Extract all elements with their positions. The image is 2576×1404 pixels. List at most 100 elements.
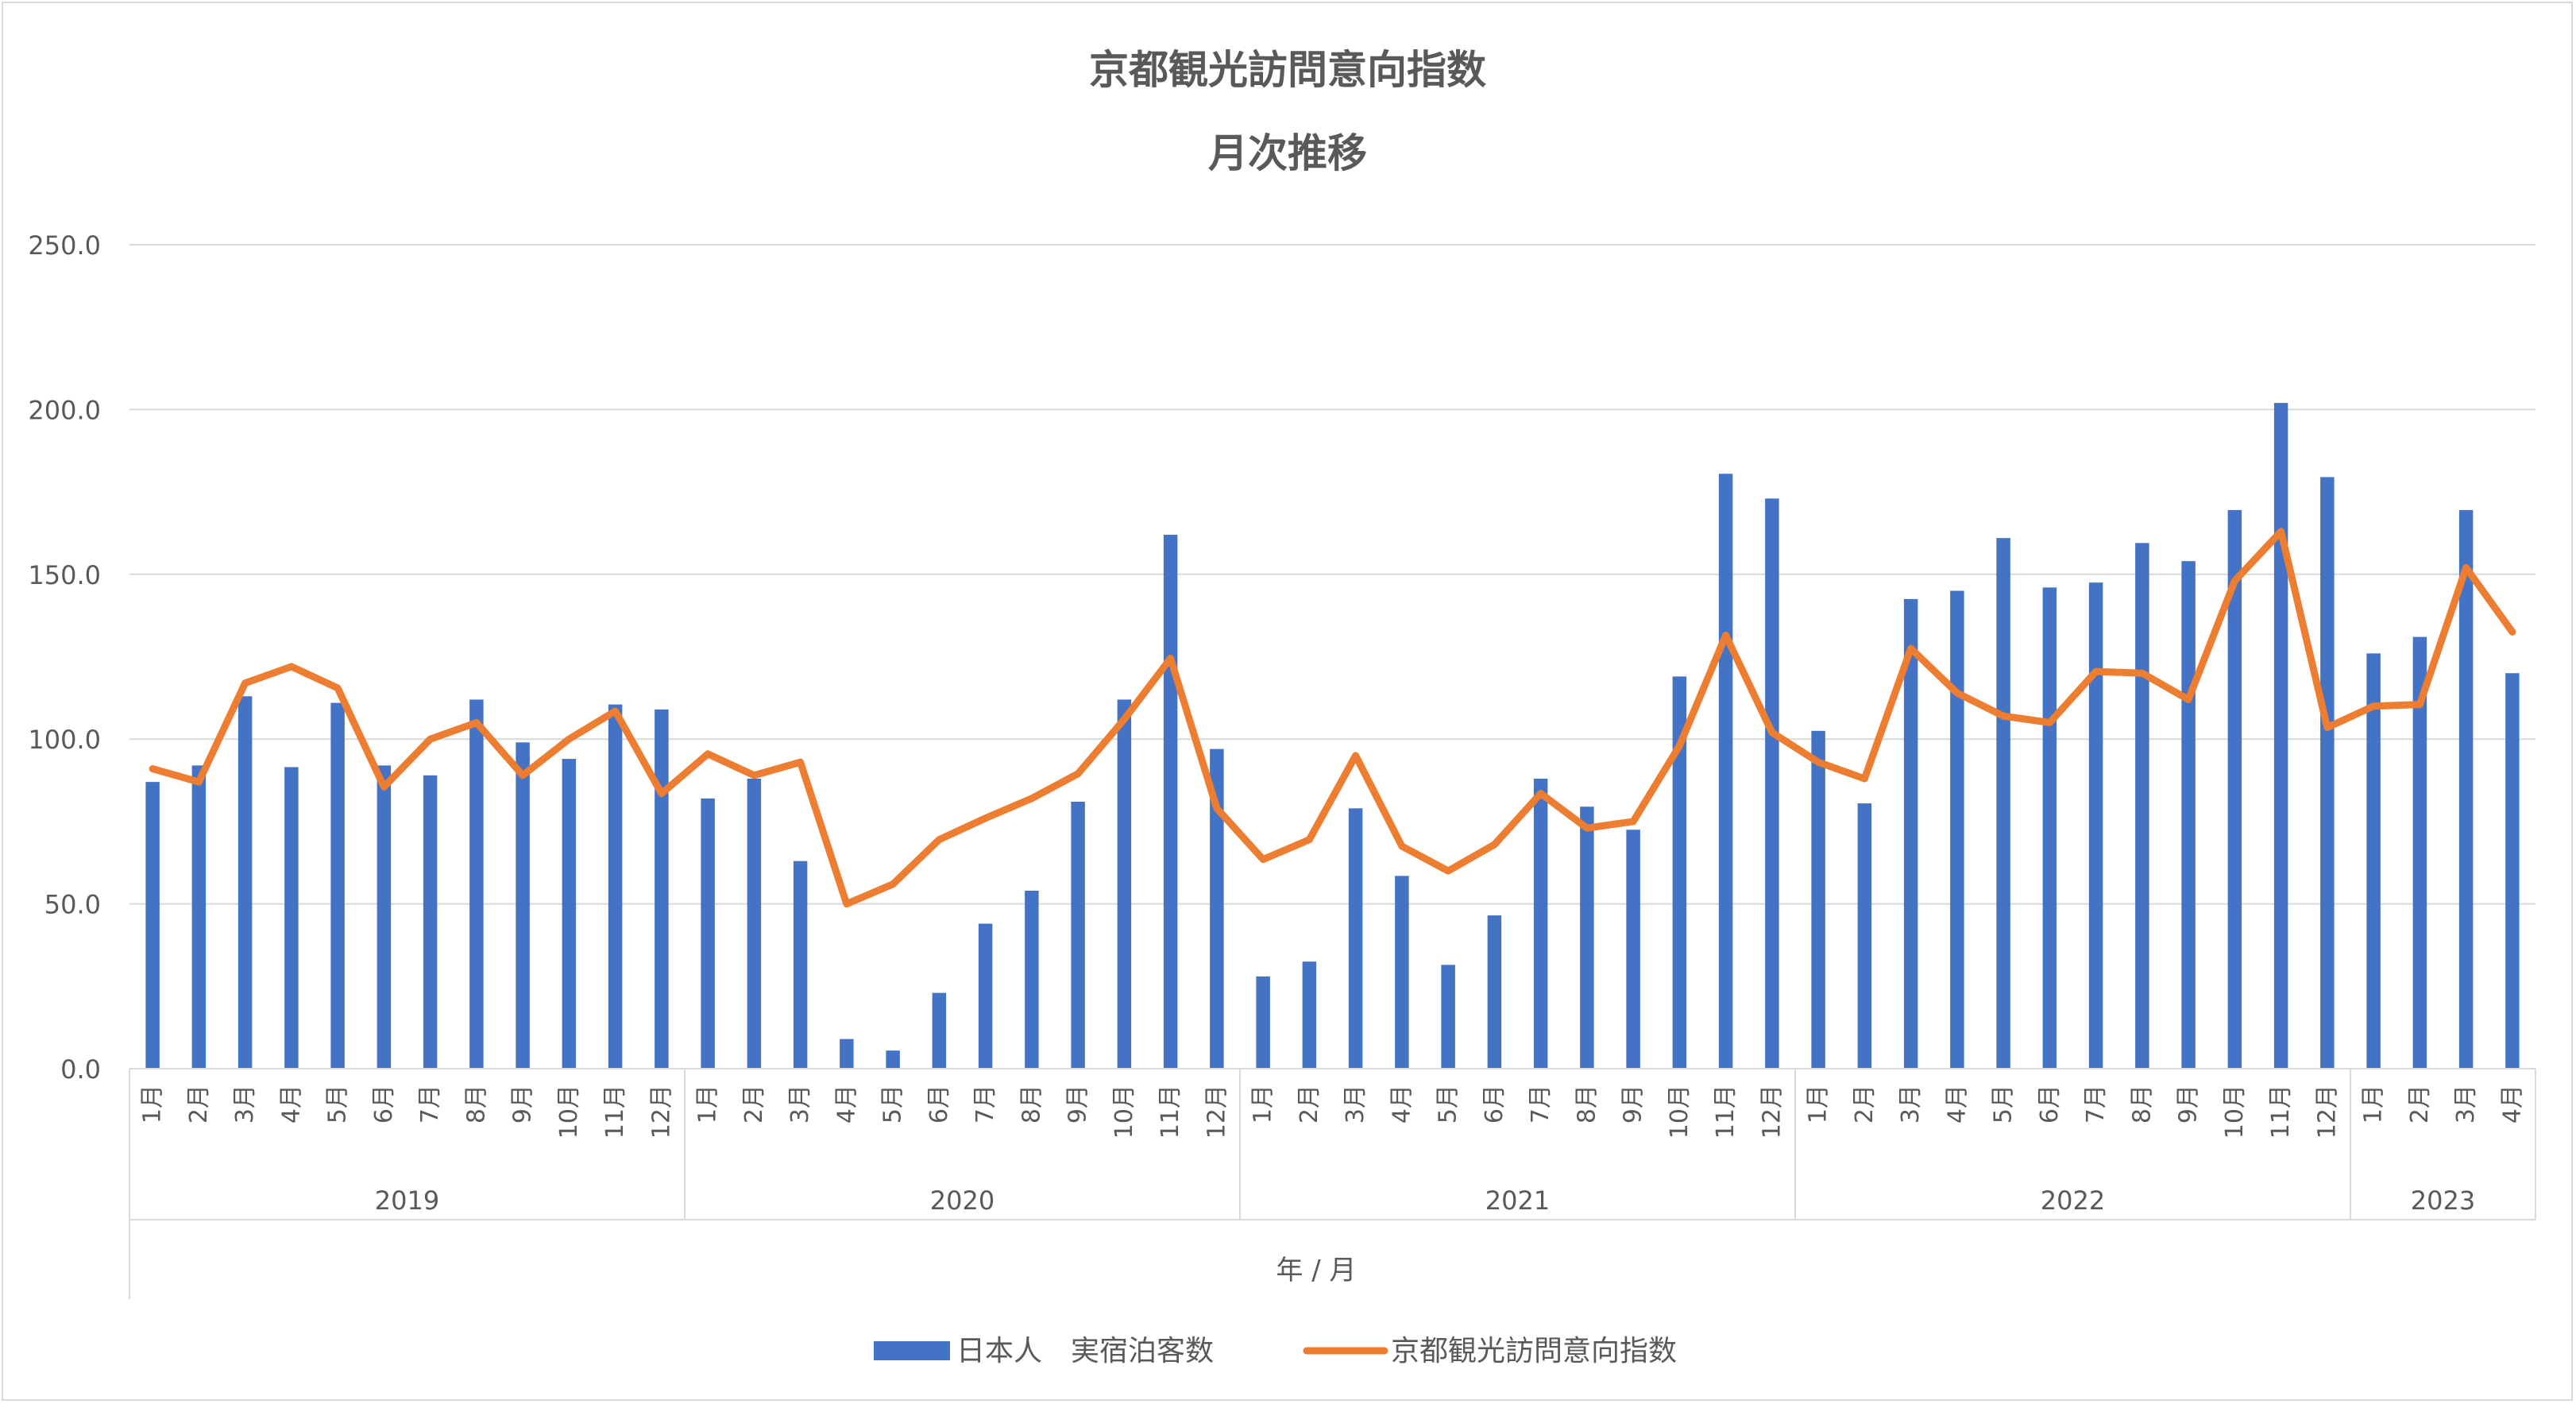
x-month-label: 2月 xyxy=(185,1085,213,1124)
bar xyxy=(701,798,715,1069)
x-month-label: 12月 xyxy=(647,1085,675,1139)
bar xyxy=(562,759,577,1069)
x-month-label: 12月 xyxy=(2313,1085,2341,1139)
x-year-label: 2020 xyxy=(930,1185,994,1216)
bar xyxy=(469,699,484,1069)
bar xyxy=(2273,403,2288,1069)
bar xyxy=(1163,535,1178,1069)
bar xyxy=(1811,730,1825,1069)
bar xyxy=(2088,582,2103,1069)
chart-title: 京都観光訪問意向指数 xyxy=(1089,47,1486,93)
x-month-label: 2月 xyxy=(2406,1085,2434,1124)
bar xyxy=(1626,830,1640,1069)
x-year-label: 2022 xyxy=(2041,1185,2105,1216)
x-month-label: 4月 xyxy=(832,1085,860,1124)
x-month-label: 6月 xyxy=(370,1085,398,1124)
x-month-label: 1月 xyxy=(1249,1085,1277,1124)
x-month-label: 3月 xyxy=(231,1085,259,1124)
legend-bar-label: 日本人 実宿泊客数 xyxy=(956,1335,1214,1367)
x-month-label: 8月 xyxy=(1018,1085,1045,1124)
x-year-label: 2021 xyxy=(1485,1185,1550,1216)
x-month-label: 8月 xyxy=(462,1085,490,1124)
bar xyxy=(1256,976,1270,1069)
legend-line-label: 京都観光訪問意向指数 xyxy=(1391,1335,1677,1367)
bar xyxy=(2366,653,2381,1069)
bar xyxy=(145,782,160,1069)
bar xyxy=(2505,673,2520,1069)
bar xyxy=(2458,509,2474,1069)
x-month-label: 8月 xyxy=(2128,1085,2156,1124)
x-month-label: 2月 xyxy=(740,1085,768,1124)
x-month-label: 10月 xyxy=(2221,1085,2249,1139)
x-axis-title: 年 / 月 xyxy=(1276,1255,1356,1286)
x-month-label: 3月 xyxy=(786,1085,814,1124)
x-month-label: 9月 xyxy=(1064,1085,1092,1124)
x-month-label: 5月 xyxy=(1435,1085,1462,1124)
x-month-label: 1月 xyxy=(2360,1085,2388,1124)
x-month-label: 5月 xyxy=(1990,1085,2018,1124)
bar xyxy=(2320,477,2335,1069)
bar xyxy=(2135,543,2149,1069)
y-tick-label: 250.0 xyxy=(28,230,101,261)
x-month-label: 6月 xyxy=(925,1085,953,1124)
x-month-label: 12月 xyxy=(1203,1085,1230,1139)
bar xyxy=(1857,803,1872,1069)
x-month-label: 1月 xyxy=(1805,1085,1833,1124)
bar xyxy=(655,709,669,1069)
legend-bar-swatch xyxy=(874,1341,950,1360)
bar xyxy=(1950,590,1964,1069)
bar xyxy=(793,861,808,1069)
x-month-label: 9月 xyxy=(1620,1085,1647,1124)
bar xyxy=(1025,891,1039,1069)
gridlines xyxy=(129,244,2535,1069)
bar xyxy=(284,767,299,1069)
y-axis-ticks: 0.0 50.0 100.0 150.0 200.0 250.0 xyxy=(28,230,101,1085)
bar xyxy=(377,765,392,1069)
x-month-label: 2月 xyxy=(1851,1085,1879,1124)
x-month-label: 11月 xyxy=(1712,1085,1740,1139)
bar xyxy=(1718,474,1733,1069)
x-month-label: 3月 xyxy=(1342,1085,1369,1124)
y-tick-label: 150.0 xyxy=(28,560,101,590)
bar xyxy=(1996,538,2010,1069)
y-tick-label: 200.0 xyxy=(28,395,101,425)
x-month-label: 11月 xyxy=(2267,1085,2295,1139)
bar xyxy=(1533,778,1548,1069)
bar xyxy=(1302,961,1317,1069)
y-tick-label: 100.0 xyxy=(28,725,101,755)
bar xyxy=(1672,676,1687,1069)
x-month-label: 6月 xyxy=(2036,1085,2064,1124)
x-month-label: 7月 xyxy=(971,1085,999,1124)
x-month-label: 7月 xyxy=(2082,1085,2110,1124)
chart-subtitle: 月次推移 xyxy=(1208,130,1367,176)
bar xyxy=(1395,876,1409,1069)
bar xyxy=(608,704,623,1069)
x-month-label: 1月 xyxy=(694,1085,722,1124)
x-month-label: 10月 xyxy=(555,1085,583,1139)
x-month-label: 6月 xyxy=(1481,1085,1508,1124)
bar xyxy=(1580,806,1594,1069)
bar xyxy=(423,775,438,1069)
bar xyxy=(978,923,993,1069)
x-month-label: 2月 xyxy=(1296,1085,1323,1124)
bar xyxy=(840,1038,854,1069)
bar xyxy=(2181,561,2196,1069)
x-year-label: 2019 xyxy=(375,1185,439,1216)
y-tick-label: 50.0 xyxy=(44,890,101,920)
bar xyxy=(238,696,253,1069)
x-month-label: 10月 xyxy=(1666,1085,1694,1139)
bar xyxy=(2227,509,2242,1069)
x-month-label: 1月 xyxy=(139,1085,167,1124)
x-month-label: 9月 xyxy=(2175,1085,2203,1124)
line-series xyxy=(149,528,2516,908)
bar xyxy=(1348,808,1363,1069)
x-month-label: 7月 xyxy=(1527,1085,1554,1124)
bar xyxy=(2412,636,2427,1069)
bar xyxy=(1117,699,1132,1069)
x-month-label: 4月 xyxy=(277,1085,305,1124)
x-year-label: 2023 xyxy=(2411,1185,2475,1216)
bar xyxy=(886,1050,900,1069)
x-month-label: 4月 xyxy=(1388,1085,1415,1124)
bar xyxy=(1441,965,1455,1069)
legend[interactable]: 日本人 実宿泊客数 京都観光訪問意向指数 xyxy=(874,1335,1677,1367)
